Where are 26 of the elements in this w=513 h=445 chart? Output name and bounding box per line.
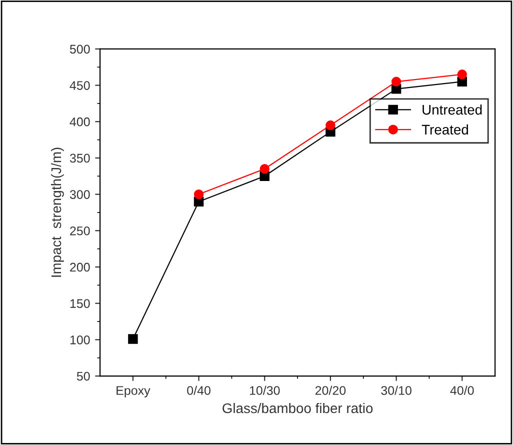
- point: [194, 189, 204, 200]
- legend-label: Untreated: [422, 104, 482, 115]
- point: [457, 70, 467, 80]
- x-tick-label: 0/40: [187, 386, 210, 395]
- x-tick-label: 30/10: [381, 386, 412, 395]
- point: [128, 334, 138, 344]
- x-axis-title: Glass/bamboo fiber ratio: [222, 402, 373, 414]
- x-tick-label: 20/20: [315, 386, 346, 395]
- point: [326, 120, 336, 130]
- point: [260, 164, 270, 174]
- y-tick-label: 250: [70, 226, 90, 236]
- x-tick-label: Epoxy: [116, 386, 150, 398]
- point: [391, 76, 402, 87]
- x-tick-label: 10/30: [250, 386, 280, 395]
- y-tick-label: 500: [70, 44, 90, 54]
- y-tick-label: 50: [76, 372, 90, 381]
- y-tick-label: 400: [70, 117, 90, 126]
- y-tick-label: 350: [70, 154, 90, 163]
- x-tick-label: 40/0: [450, 386, 474, 395]
- y-tick-label: 200: [70, 262, 90, 272]
- y-tick-label: 150: [70, 299, 90, 308]
- y-axis-title: Impact strength(J/m): [50, 148, 64, 277]
- y-tick-label: 450: [70, 81, 90, 90]
- legend-label: Treated: [422, 124, 468, 135]
- y-tick-label: 100: [70, 335, 90, 344]
- y-tick-label: 300: [70, 190, 90, 199]
